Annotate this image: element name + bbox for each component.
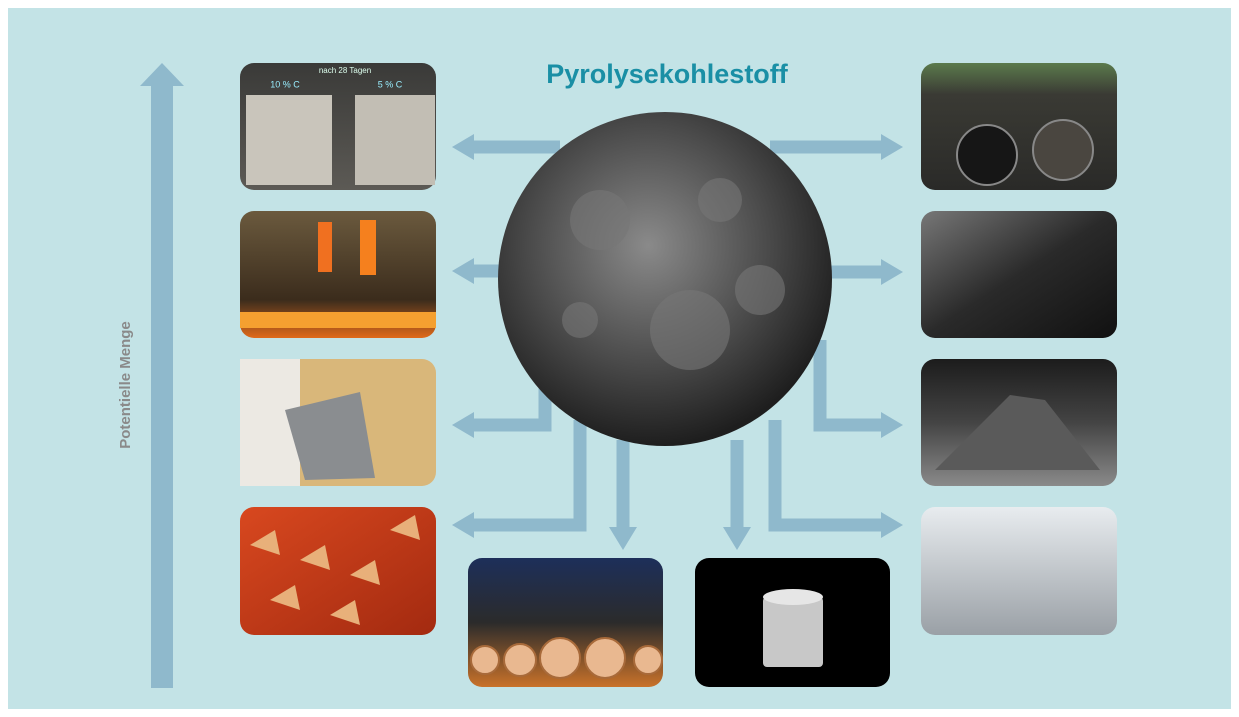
photo-rings [921,507,1117,635]
photo-label: 5 % C [378,79,403,89]
photo-batteries [468,558,663,687]
photo-pencils [240,507,436,635]
photo-label: nach 28 Tagen [319,66,371,75]
title: Pyrolysekohlestoff [546,59,789,89]
diagram: Potentielle Menge Pyrolysekohlestoff [0,0,1239,717]
photo-pile [921,359,1117,486]
photo-concrete: nach 28 Tagen 10 % C 5 % C [240,63,436,190]
axis-arrow-shaft [151,82,173,688]
axis-label: Potentielle Menge [117,321,134,449]
photo-can [695,558,890,687]
photo-insulation [240,359,436,486]
photo-soil [921,63,1117,190]
photo-tire [921,211,1117,338]
photo-label: 10 % C [270,79,300,89]
photo-steel [240,211,436,338]
